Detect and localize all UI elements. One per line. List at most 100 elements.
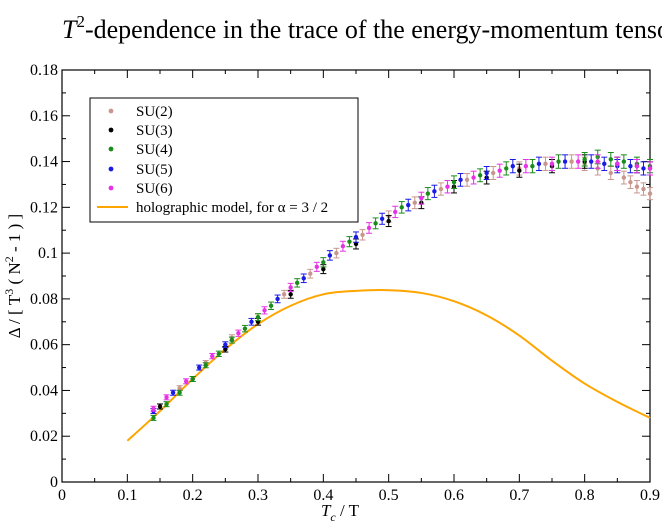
data-point <box>190 376 195 382</box>
y-axis-label-part-3: 2 <box>2 256 16 262</box>
y-axis-label-part-4: - 1 ) ] <box>5 214 24 256</box>
legend-marker-su2 <box>108 108 114 114</box>
data-point <box>379 216 385 221</box>
data-point <box>288 292 293 297</box>
data-point <box>608 157 613 162</box>
x-tick-label: 0.3 <box>248 487 268 504</box>
data-point <box>530 163 535 169</box>
data-point <box>621 175 627 180</box>
data-point <box>425 191 431 196</box>
y-axis-label-part-1: 3 <box>2 289 16 295</box>
legend-label-su2: SU(2) <box>136 104 173 120</box>
legend-box <box>89 97 359 223</box>
x-axis-ticks: 0 0.1 0.2 0.3 0.4 0.5 0.6 0.7 0.8 0.9 <box>58 70 660 504</box>
chart-title: T2-dependence in the trace of the energy… <box>62 12 662 44</box>
y-tick-label: 0.08 <box>30 291 58 308</box>
data-point <box>262 308 267 313</box>
data-point <box>255 315 261 320</box>
data-point <box>366 225 372 231</box>
x-tick-label: 0.7 <box>509 487 529 504</box>
data-point <box>281 292 287 297</box>
x-tick-label: 0.6 <box>444 487 464 504</box>
series-layer <box>150 149 653 421</box>
legend-label-model: holographic model, for α = 3 / 2 <box>136 200 328 216</box>
data-point <box>477 173 483 178</box>
series-su6 <box>150 154 653 412</box>
y-tick-label: 0.1 <box>38 245 58 262</box>
legend-item-su4: SU(4) <box>108 142 173 158</box>
data-point <box>634 163 640 169</box>
y-axis-label-part-2: ( N <box>5 262 24 288</box>
data-point <box>628 179 633 185</box>
y-tick-label: 0.02 <box>30 428 58 445</box>
legend-label-su6: SU(6) <box>136 181 173 197</box>
data-point <box>216 351 221 357</box>
y-tick-label: 0.14 <box>30 154 58 171</box>
data-point <box>628 163 633 169</box>
data-point <box>549 161 555 167</box>
y-axis-label: Δ / [ T3 ( N2 - 1 ) ] <box>2 214 24 338</box>
data-point <box>543 161 548 167</box>
data-point <box>451 179 457 185</box>
data-point <box>471 175 476 180</box>
data-point <box>183 379 189 384</box>
y-tick-label: 0.04 <box>30 382 58 399</box>
x-tick-label: 0.1 <box>117 487 137 504</box>
data-point <box>203 363 208 368</box>
data-point <box>484 170 489 176</box>
legend-item-su2: SU(2) <box>108 104 173 120</box>
x-tick-label: 0.5 <box>379 487 399 504</box>
data-point <box>249 319 254 324</box>
data-point <box>615 161 620 167</box>
legend-label-su4: SU(4) <box>136 142 173 158</box>
y-tick-label: 0.06 <box>30 337 58 354</box>
y-tick-label: 0 <box>50 474 58 491</box>
data-point <box>295 280 300 286</box>
data-point <box>347 239 352 244</box>
data-point <box>419 195 424 201</box>
data-point <box>386 218 391 224</box>
x-axis-label-sub: c <box>330 510 336 524</box>
data-point <box>569 159 574 164</box>
data-point <box>445 184 450 189</box>
data-point <box>327 253 333 258</box>
chart-title-rest: -dependence in the trace of the energy-m… <box>85 15 662 44</box>
data-point <box>458 177 463 183</box>
legend-item-su6: SU(6) <box>108 181 173 197</box>
data-point <box>229 337 235 343</box>
data-point <box>575 159 581 164</box>
data-point <box>340 244 346 249</box>
data-point <box>517 168 522 173</box>
y-axis-label-part-0: Δ / [ T <box>5 294 24 338</box>
data-point <box>242 326 248 331</box>
data-point <box>523 163 529 169</box>
data-point <box>432 189 437 194</box>
legend-item-su5: SU(5) <box>108 162 173 178</box>
data-point <box>268 303 274 308</box>
data-point <box>504 166 509 171</box>
data-point <box>353 234 359 240</box>
data-point <box>236 331 241 336</box>
data-point <box>334 250 339 256</box>
data-point <box>177 385 182 391</box>
data-point <box>399 205 404 210</box>
model-layer <box>126 289 651 442</box>
data-point <box>177 390 182 395</box>
data-point <box>589 159 594 164</box>
data-point <box>393 209 398 215</box>
x-tick-label: 0.2 <box>183 487 203 504</box>
data-point <box>288 285 293 290</box>
data-point <box>373 221 378 226</box>
y-tick-label: 0.12 <box>30 199 58 216</box>
data-point <box>464 177 470 183</box>
data-point <box>595 159 600 164</box>
data-point <box>536 161 542 167</box>
data-point <box>164 395 169 400</box>
data-point <box>647 166 653 171</box>
data-point <box>406 202 411 208</box>
data-point <box>510 163 515 169</box>
data-point <box>223 342 228 347</box>
data-point <box>562 159 568 164</box>
legend-marker-su5 <box>108 166 114 172</box>
legend-label-su5: SU(5) <box>136 162 173 178</box>
